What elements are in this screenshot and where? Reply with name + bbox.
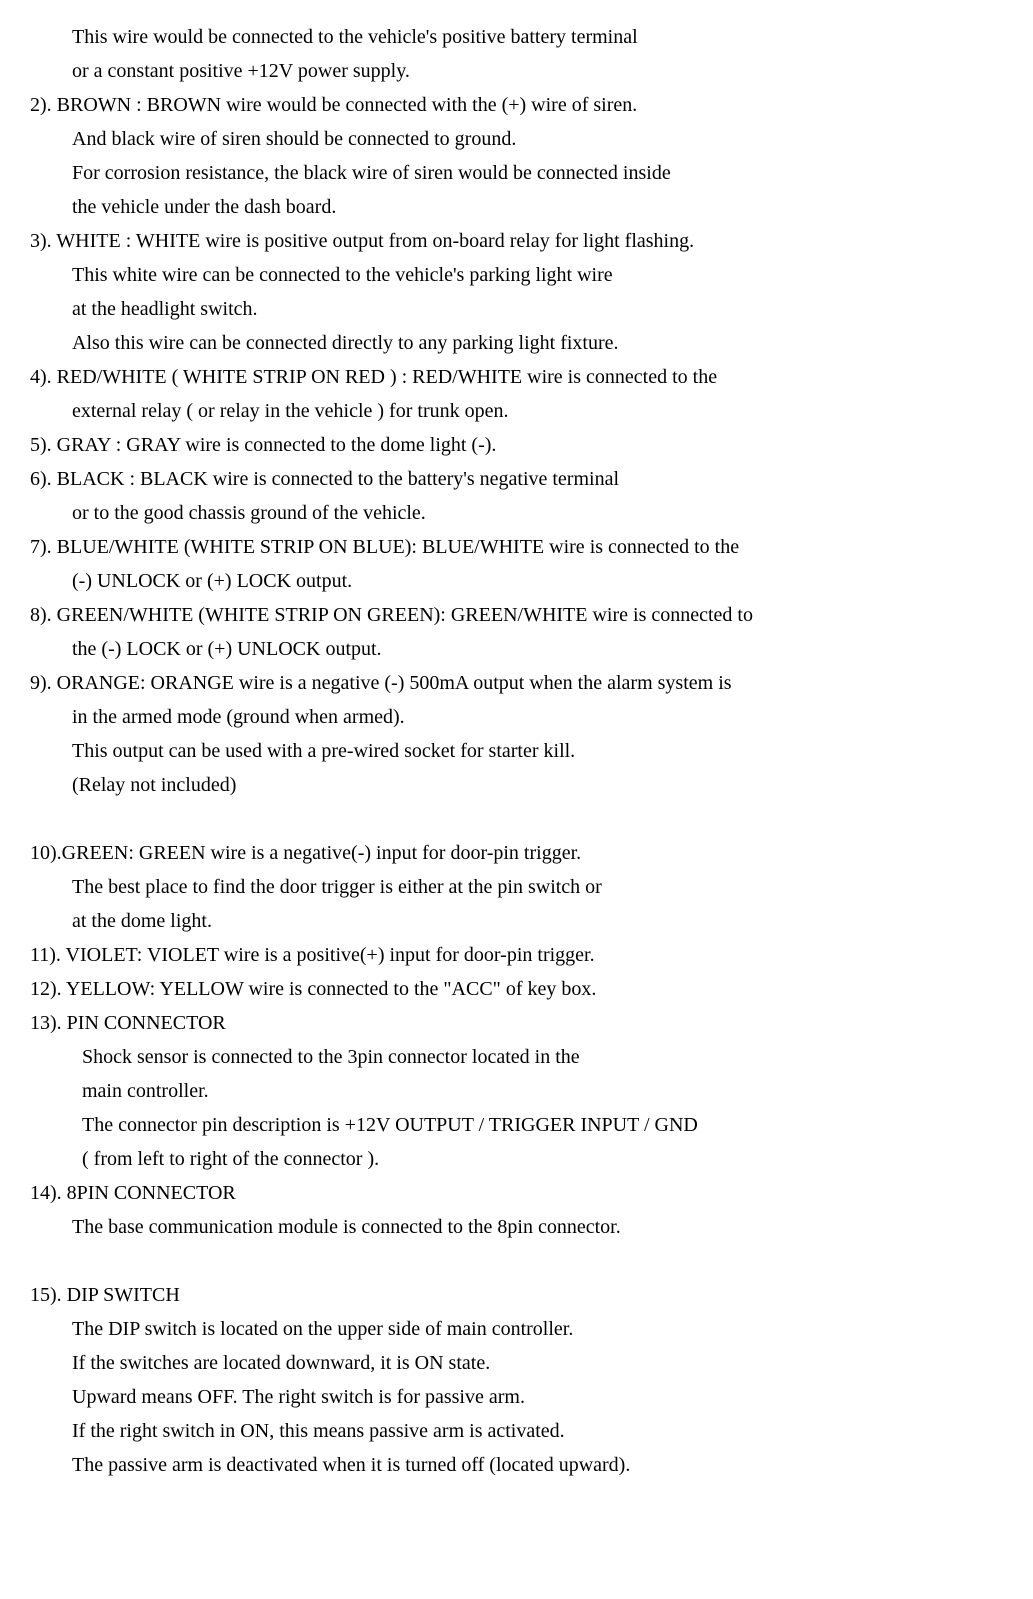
doc-line: or to the good chassis ground of the veh… bbox=[30, 496, 1003, 530]
doc-line: Also this wire can be connected directly… bbox=[30, 326, 1003, 360]
doc-line: at the headlight switch. bbox=[30, 292, 1003, 326]
doc-line: the vehicle under the dash board. bbox=[30, 190, 1003, 224]
doc-line: 10).GREEN: GREEN wire is a negative(-) i… bbox=[30, 836, 1003, 870]
doc-line: 12). YELLOW: YELLOW wire is connected to… bbox=[30, 972, 1003, 1006]
doc-line: or a constant positive +12V power supply… bbox=[30, 54, 1003, 88]
doc-line: 11). VIOLET: VIOLET wire is a positive(+… bbox=[30, 938, 1003, 972]
doc-line: This white wire can be connected to the … bbox=[30, 258, 1003, 292]
doc-line: If the right switch in ON, this means pa… bbox=[30, 1414, 1003, 1448]
doc-line: 2). BROWN : BROWN wire would be connecte… bbox=[30, 88, 1003, 122]
doc-line: in the armed mode (ground when armed). bbox=[30, 700, 1003, 734]
doc-line: This output can be used with a pre-wired… bbox=[30, 734, 1003, 768]
document-body: This wire would be connected to the vehi… bbox=[30, 20, 1003, 1482]
doc-line: ( from left to right of the connector ). bbox=[30, 1142, 1003, 1176]
doc-line: The connector pin description is +12V OU… bbox=[30, 1108, 1003, 1142]
doc-line: Shock sensor is connected to the 3pin co… bbox=[30, 1040, 1003, 1074]
doc-line: The passive arm is deactivated when it i… bbox=[30, 1448, 1003, 1482]
doc-line: For corrosion resistance, the black wire… bbox=[30, 156, 1003, 190]
doc-line: 14). 8PIN CONNECTOR bbox=[30, 1176, 1003, 1210]
doc-line: (Relay not included) bbox=[30, 768, 1003, 802]
doc-line: 8). GREEN/WHITE (WHITE STRIP ON GREEN): … bbox=[30, 598, 1003, 632]
doc-line: (-) UNLOCK or (+) LOCK output. bbox=[30, 564, 1003, 598]
doc-line: 7). BLUE/WHITE (WHITE STRIP ON BLUE): BL… bbox=[30, 530, 1003, 564]
doc-line: 6). BLACK : BLACK wire is connected to t… bbox=[30, 462, 1003, 496]
doc-line: And black wire of siren should be connec… bbox=[30, 122, 1003, 156]
doc-line: Upward means OFF. The right switch is fo… bbox=[30, 1380, 1003, 1414]
doc-line: 3). WHITE : WHITE wire is positive outpu… bbox=[30, 224, 1003, 258]
doc-line: 13). PIN CONNECTOR bbox=[30, 1006, 1003, 1040]
doc-line: The DIP switch is located on the upper s… bbox=[30, 1312, 1003, 1346]
doc-line: the (-) LOCK or (+) UNLOCK output. bbox=[30, 632, 1003, 666]
doc-line: 4). RED/WHITE ( WHITE STRIP ON RED ) : R… bbox=[30, 360, 1003, 394]
doc-line: The base communication module is connect… bbox=[30, 1210, 1003, 1244]
doc-line: This wire would be connected to the vehi… bbox=[30, 20, 1003, 54]
doc-line: 9). ORANGE: ORANGE wire is a negative (-… bbox=[30, 666, 1003, 700]
doc-line: main controller. bbox=[30, 1074, 1003, 1108]
doc-line: The best place to find the door trigger … bbox=[30, 870, 1003, 904]
doc-line: 15). DIP SWITCH bbox=[30, 1278, 1003, 1312]
doc-line: at the dome light. bbox=[30, 904, 1003, 938]
doc-line bbox=[30, 802, 1003, 836]
doc-line: 5). GRAY : GRAY wire is connected to the… bbox=[30, 428, 1003, 462]
doc-line: If the switches are located downward, it… bbox=[30, 1346, 1003, 1380]
doc-line: external relay ( or relay in the vehicle… bbox=[30, 394, 1003, 428]
doc-line bbox=[30, 1244, 1003, 1278]
